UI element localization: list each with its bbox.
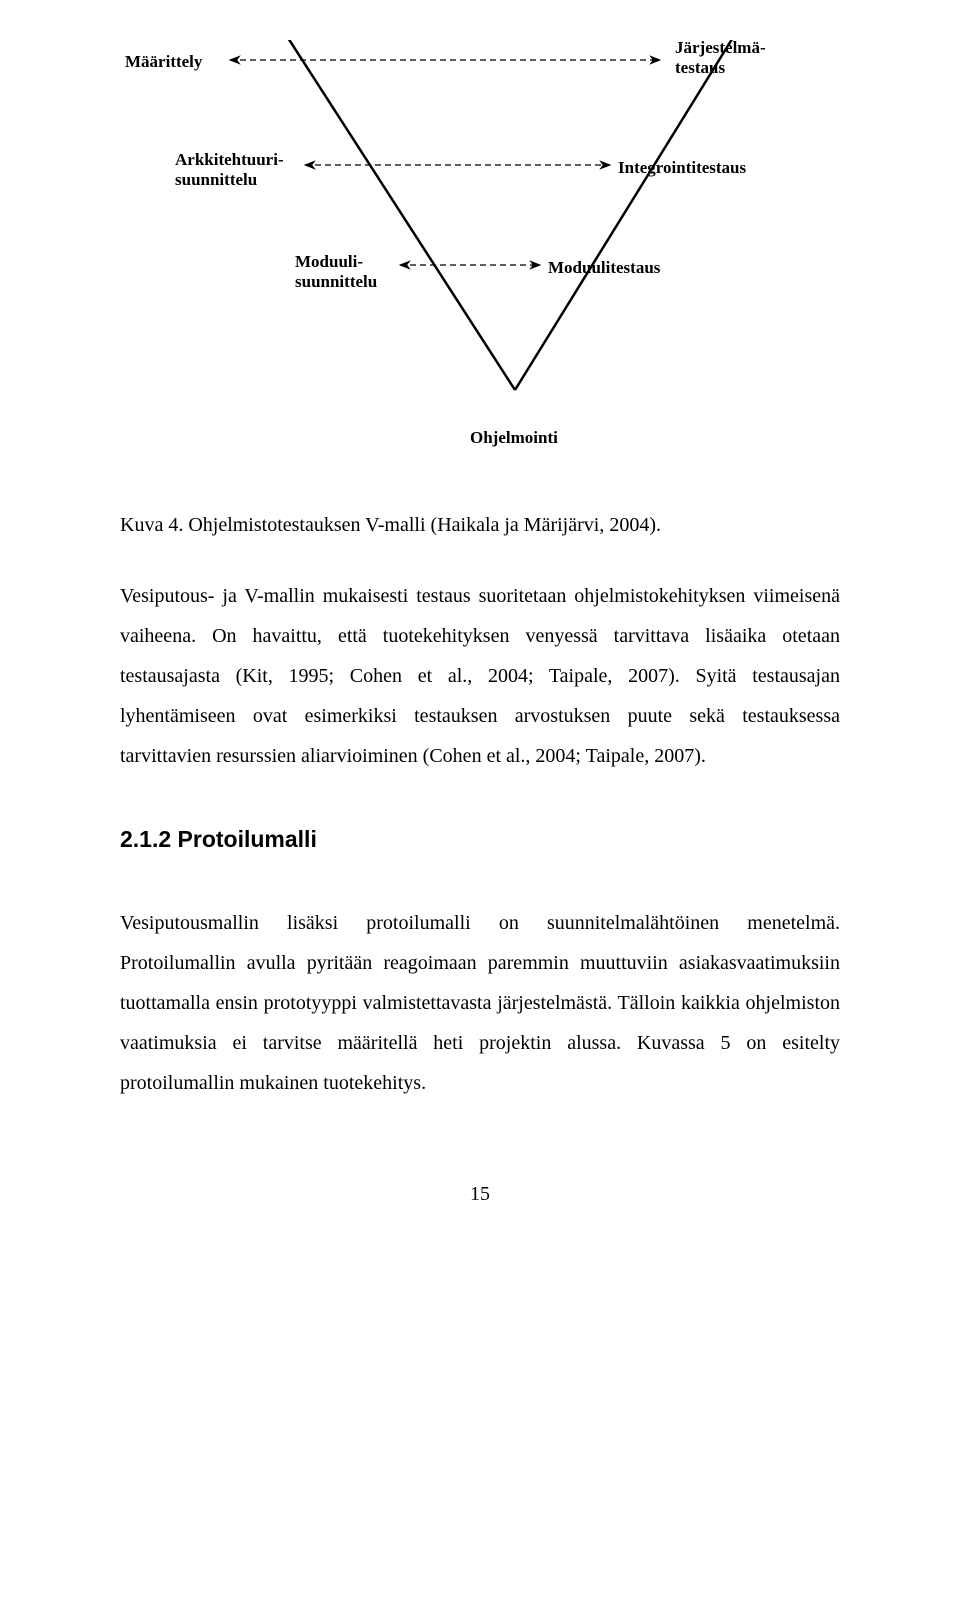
body-paragraph-2: Vesiputousmallin lisäksi protoilumalli o… <box>120 903 840 1103</box>
v-model-svg <box>120 40 840 470</box>
section-heading: 2.1.2 Protoilumalli <box>120 826 840 853</box>
label-integrointitestaus: Integrointitestaus <box>618 158 746 178</box>
label-ohjelmointi: Ohjelmointi <box>470 428 558 448</box>
label-arkkitehtuurisuunnittelu: Arkkitehtuuri- suunnittelu <box>175 150 284 191</box>
page-number: 15 <box>120 1183 840 1206</box>
figure-caption: Kuva 4. Ohjelmistotestauksen V-malli (Ha… <box>120 510 840 540</box>
label-jarjestelmatestaus: Järjestelmä- testaus <box>675 38 766 79</box>
document-page: Määrittely Järjestelmä- testaus Arkkiteh… <box>0 0 960 1266</box>
label-moduulitestaus: Moduulitestaus <box>548 258 660 278</box>
body-paragraph-1: Vesiputous- ja V-mallin mukaisesti testa… <box>120 576 840 776</box>
v-model-diagram: Määrittely Järjestelmä- testaus Arkkiteh… <box>120 40 840 470</box>
label-maarittely: Määrittely <box>125 52 202 72</box>
label-moduulisuunnittelu: Moduuli- suunnittelu <box>295 252 377 293</box>
